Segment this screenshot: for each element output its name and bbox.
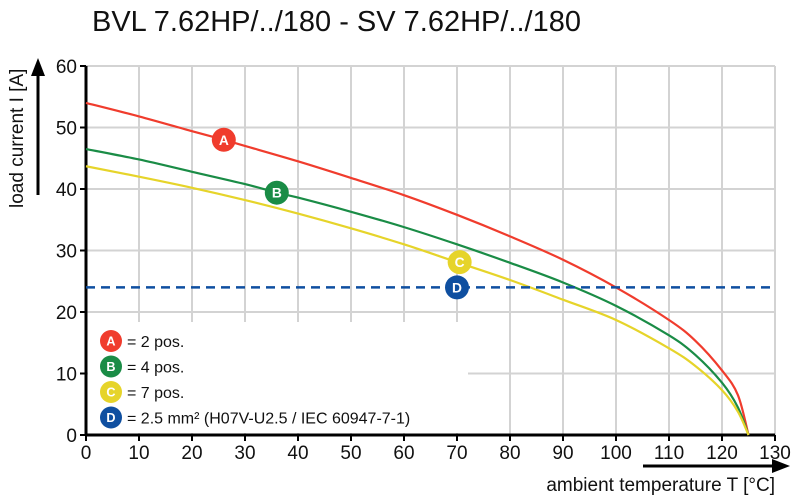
x-axis-label: ambient temperature T [°C] [546,475,775,496]
x-tick-label: 40 [287,443,308,464]
legend-marker-C: C [100,381,122,403]
legend-label-A: = 2 pos. [127,334,184,351]
marker-letter: C [455,255,465,270]
legend-background [88,322,468,433]
series-marker-B: B [264,180,289,205]
y-tick-label: 20 [56,303,77,324]
x-tick-label: 30 [234,443,255,464]
y-tick-label: 40 [56,180,77,201]
series-marker-A: A [211,127,236,152]
marker-circle [211,127,236,152]
marker-letter: B [272,186,282,201]
marker-circle [100,406,122,429]
marker-circle [445,275,469,300]
x-arrow-head [772,459,790,473]
legend-label-D: = 2.5 mm² (H07V-U2.5 / IEC 60947-7-1) [127,411,410,428]
marker-letter: C [106,386,115,400]
marker-letter: B [106,360,115,374]
legend-label-C: = 7 pos. [127,385,184,402]
y-tick-label: 0 [66,426,77,447]
y-tick-label: 10 [56,365,77,386]
marker-letter: D [106,411,115,425]
y-arrow-head [31,58,45,76]
series-line-C [85,165,750,436]
marker-letter: A [106,335,115,349]
x-tick-label: 60 [393,443,414,464]
x-tick-label: 110 [654,443,684,464]
y-tick-label: 60 [56,57,77,78]
marker-circle [100,355,122,378]
x-tick-label: 10 [128,443,149,464]
x-tick-label: 70 [446,443,467,464]
y-tick-label: 30 [56,242,77,263]
series-line-B [85,147,750,436]
legend-label-B: = 4 pos. [127,360,184,377]
marker-letter: A [219,133,229,148]
legend-marker-B: B [100,355,122,378]
marker-circle [100,330,122,352]
series-marker-D: D [445,275,469,300]
x-tick-label: 50 [340,443,361,464]
x-tick-label: 120 [706,443,738,464]
marker-letter: D [452,280,462,295]
x-tick-label: 80 [499,443,520,464]
legend-marker-A: A [100,330,122,352]
chart-title: BVL 7.62HP/../180 - SV 7.62HP/../180 [92,6,581,38]
marker-circle [447,250,472,275]
series-marker-C: C [447,250,472,275]
marker-circle [264,180,289,205]
y-axis-label: load current I [A] [7,69,28,208]
x-tick-label: 0 [81,443,92,464]
legend-marker-D: D [100,406,122,429]
y-tick-label: 50 [56,119,77,140]
x-tick-label: 130 [759,443,791,464]
marker-circle [100,381,122,403]
x-tick-label: 90 [552,443,573,464]
x-tick-label: 100 [600,443,632,464]
x-tick-label: 20 [181,443,202,464]
